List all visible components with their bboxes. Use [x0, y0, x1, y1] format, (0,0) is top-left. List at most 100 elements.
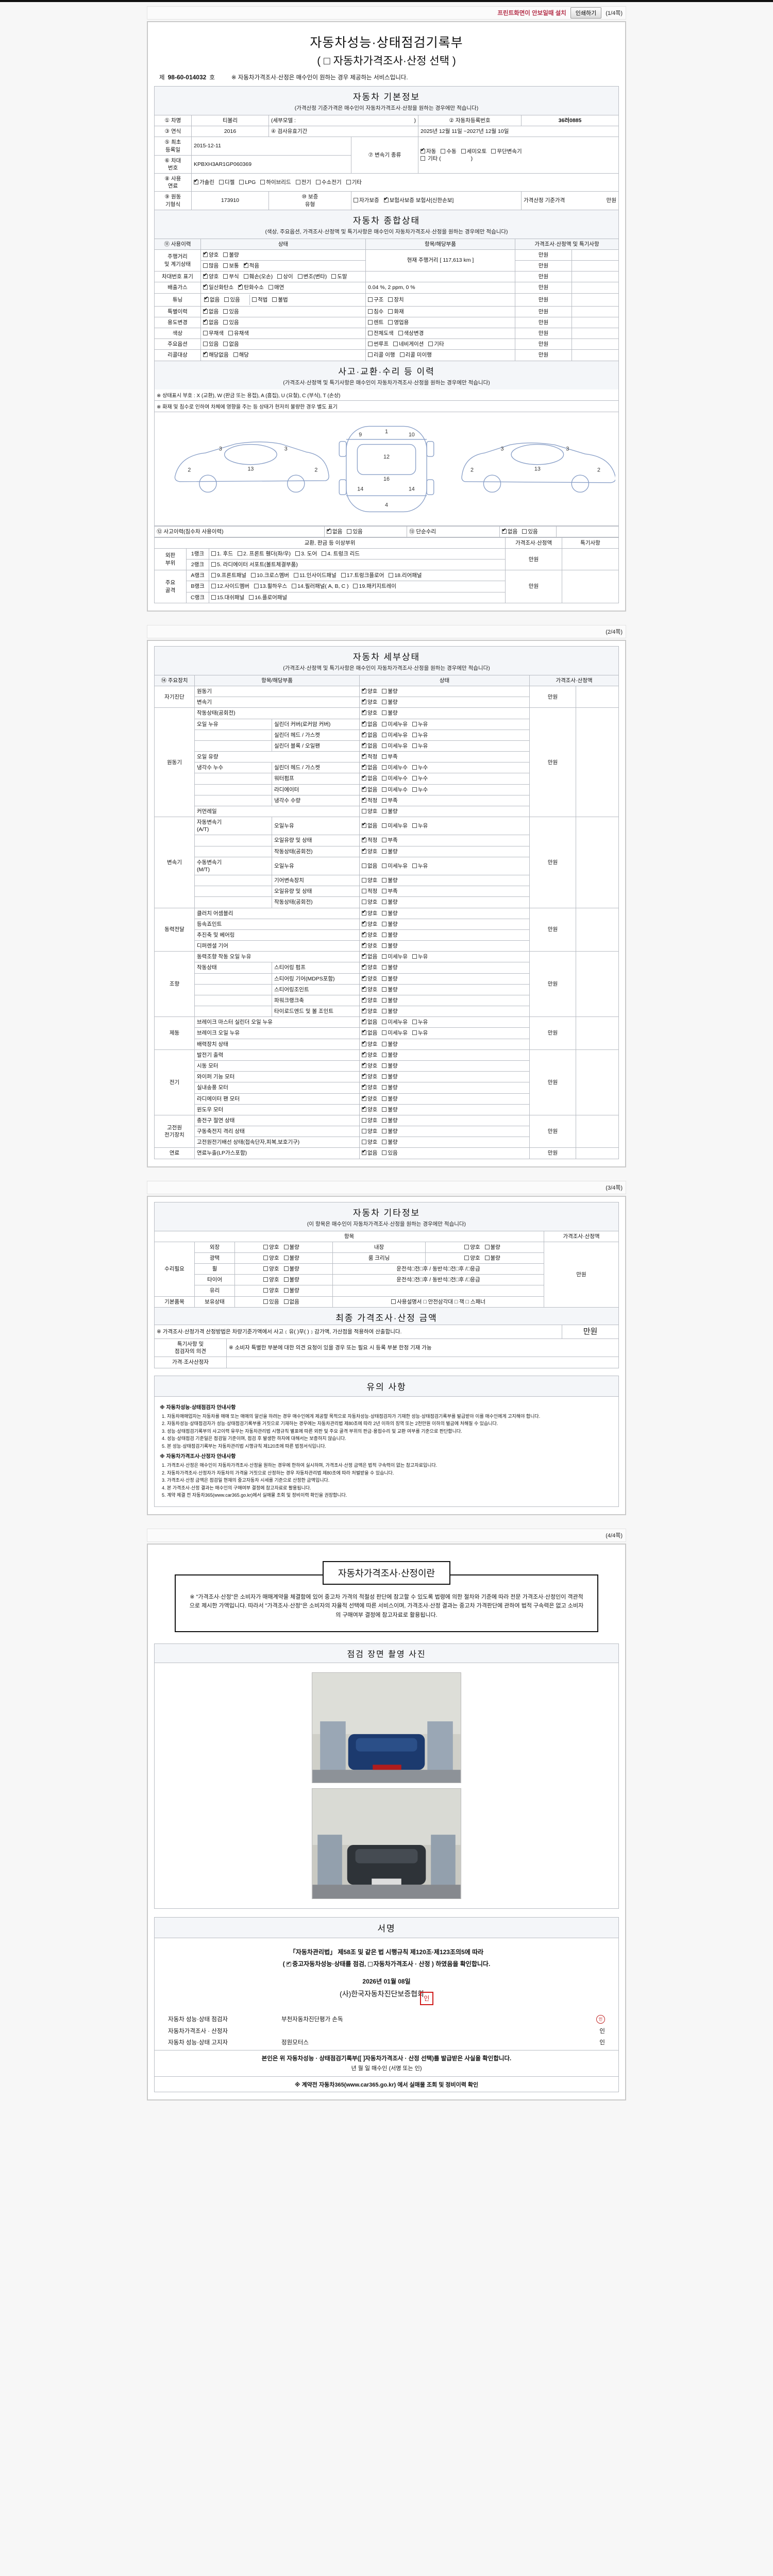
detail-opt-1[interactable]: 미세누유 — [382, 862, 408, 870]
detail-opt-1[interactable]: 불량 — [382, 1062, 398, 1070]
checkbox[interactable] — [203, 283, 208, 290]
other-item-b[interactable]: 사용설명서 □ 안전삼각대 □ 잭 □ 스패너 — [332, 1296, 545, 1308]
checkbox[interactable] — [362, 1129, 367, 1134]
fuel-option-1[interactable]: 디젤 — [219, 179, 234, 186]
detail-opt-1[interactable]: 미세누수 — [382, 764, 408, 771]
checkbox[interactable] — [388, 309, 393, 314]
detail-opt-2[interactable]: 누수 — [412, 786, 428, 793]
detail-opt-1[interactable]: 불량 — [382, 921, 398, 928]
detail-opt-1[interactable]: 불량 — [382, 1041, 398, 1048]
panel-item-2[interactable]: 14.필러패널( A, B, C ) — [292, 583, 348, 590]
overall-item[interactable]: 썬루프 네비게이션 기타 — [365, 338, 515, 350]
checkbox[interactable] — [322, 551, 327, 556]
detail-opt-1[interactable]: 불량 — [382, 1117, 398, 1124]
checkbox[interactable] — [203, 272, 208, 279]
checkbox[interactable] — [412, 743, 417, 748]
detail-state[interactable]: 없음 미세누수 누수 — [359, 762, 530, 774]
other-opts-b[interactable]: 양호 불량 — [425, 1241, 545, 1253]
checkbox[interactable] — [362, 1007, 367, 1014]
detail-state[interactable]: 양호 불량 — [359, 896, 530, 908]
panel-item-1[interactable]: 16.플로어패널 — [249, 594, 287, 601]
panel-items[interactable]: 1. 후드 2. 프론트 휀더(좌/우) 3. 도어 4. 트렁크 리드 — [209, 548, 506, 560]
checkbox[interactable] — [368, 309, 373, 314]
other-item-b[interactable]: 운전석□전□후 / 동반석□전□후 /□응급 — [332, 1263, 545, 1275]
detail-opt-0[interactable]: 없음 — [362, 720, 377, 728]
tuning-a-0[interactable]: 없음 — [204, 295, 220, 303]
checkbox[interactable] — [347, 529, 352, 534]
detail-state[interactable]: 양호 불량 — [359, 685, 530, 698]
checkbox[interactable] — [382, 1074, 387, 1079]
detail-state[interactable]: 양호 불량 — [359, 994, 530, 1007]
print-button[interactable]: 인쇄하기 — [570, 7, 602, 19]
detail-state[interactable]: 없음 미세누유 누유 — [359, 817, 530, 836]
basic-a-1[interactable]: 없음 — [283, 1298, 299, 1306]
state-0[interactable]: 양호 — [203, 250, 219, 259]
checkbox[interactable] — [362, 1094, 367, 1101]
overall-state[interactable]: 없음 있음 — [200, 316, 366, 329]
detail-state[interactable]: 없음 미세누유 누유 — [359, 729, 530, 741]
panel-item-0[interactable]: 15.대쉬패널 — [211, 594, 244, 601]
checkbox[interactable] — [382, 1030, 387, 1036]
state-0[interactable]: 없음 — [203, 307, 219, 315]
detail-opt-2[interactable]: 누수 — [412, 764, 428, 771]
detail-opt-2[interactable]: 누유 — [412, 862, 428, 870]
detail-opt-2[interactable]: 누유 — [412, 742, 428, 750]
warranty-option-1[interactable]: 보험사보증 보험사[신한손보] — [383, 196, 453, 204]
accident-option-1[interactable]: 있음 — [347, 528, 363, 535]
checkbox[interactable] — [283, 1255, 289, 1260]
fuel-option-4[interactable]: 전기 — [295, 179, 311, 186]
panel-items[interactable]: 12.사이드멤버 13.휠하우스 14.필러패널( A, B, C ) 19.패키지트… — [209, 581, 506, 592]
panel-item-0[interactable]: 12.사이드멤버 — [211, 583, 249, 590]
checkbox[interactable] — [362, 1040, 367, 1046]
checkbox[interactable] — [283, 1299, 289, 1304]
state-1[interactable]: 해당 — [233, 351, 249, 359]
checkbox[interactable] — [362, 1061, 367, 1069]
panel-item-0[interactable]: 9.프론트패널 — [211, 572, 246, 579]
panel-item-1[interactable]: 10.크로스멤버 — [251, 572, 289, 579]
checkbox[interactable] — [263, 1299, 268, 1304]
checkbox[interactable] — [293, 573, 298, 578]
overall-item[interactable]: 구조 장치 — [365, 293, 515, 307]
checkbox[interactable] — [412, 1020, 417, 1025]
detail-opt-1[interactable]: 불량 — [382, 1139, 398, 1146]
detail-state[interactable]: 양호 불량 — [359, 1006, 530, 1018]
warranty-option-0[interactable]: 자가보증 — [354, 197, 379, 204]
panel-item-0[interactable]: 5. 라디에이터 서포트(볼트체결부품) — [211, 561, 298, 568]
detail-opt-1[interactable]: 불량 — [382, 964, 398, 971]
detail-opt-1[interactable]: 불량 — [382, 848, 398, 855]
checkbox[interactable] — [484, 1244, 490, 1249]
checkbox[interactable] — [382, 910, 387, 916]
state-4[interactable]: 변조(변타) — [297, 273, 327, 280]
checkbox[interactable] — [484, 1255, 490, 1260]
checkbox[interactable] — [249, 595, 254, 600]
item-1[interactable]: 네비게이션 — [393, 341, 424, 348]
detail-opt-0[interactable]: 양호 — [362, 909, 377, 917]
checkbox[interactable] — [362, 1105, 367, 1112]
checkbox[interactable] — [251, 573, 256, 578]
checkbox[interactable] — [211, 562, 216, 567]
checkbox[interactable] — [502, 527, 507, 534]
checkbox[interactable] — [292, 584, 297, 589]
detail-opt-1[interactable]: 미세누유 — [382, 1019, 408, 1026]
checkbox[interactable] — [382, 943, 387, 948]
checkbox[interactable] — [441, 149, 446, 154]
other-a-1[interactable]: 불량 — [283, 1255, 299, 1262]
detail-opt-0[interactable]: 양호 — [362, 808, 377, 815]
detail-opt-0[interactable]: 양호 — [362, 1139, 377, 1146]
checkbox[interactable] — [203, 318, 208, 325]
checkbox[interactable] — [263, 1288, 268, 1293]
overall-item[interactable]: 전체도색 색상변경 — [365, 328, 515, 340]
checkbox[interactable] — [233, 352, 238, 358]
panel-item-0[interactable]: 1. 후드 — [211, 550, 233, 557]
detail-opt-1[interactable]: 미세누유 — [382, 953, 408, 960]
detail-opt-1[interactable]: 있음 — [382, 1149, 398, 1157]
detail-state[interactable]: 양호 불량 — [359, 875, 530, 887]
other-a-0[interactable]: 양호 — [263, 1287, 279, 1294]
detail-state[interactable]: 없음 미세누유 누유 — [359, 740, 530, 752]
checkbox[interactable] — [243, 274, 248, 279]
checkbox[interactable] — [412, 732, 417, 737]
item-0[interactable]: 전체도색 — [368, 330, 394, 337]
checkbox[interactable] — [362, 1050, 367, 1057]
basic-a-0[interactable]: 있음 — [263, 1298, 279, 1306]
detail-opt-0[interactable]: 양호 — [362, 920, 377, 928]
